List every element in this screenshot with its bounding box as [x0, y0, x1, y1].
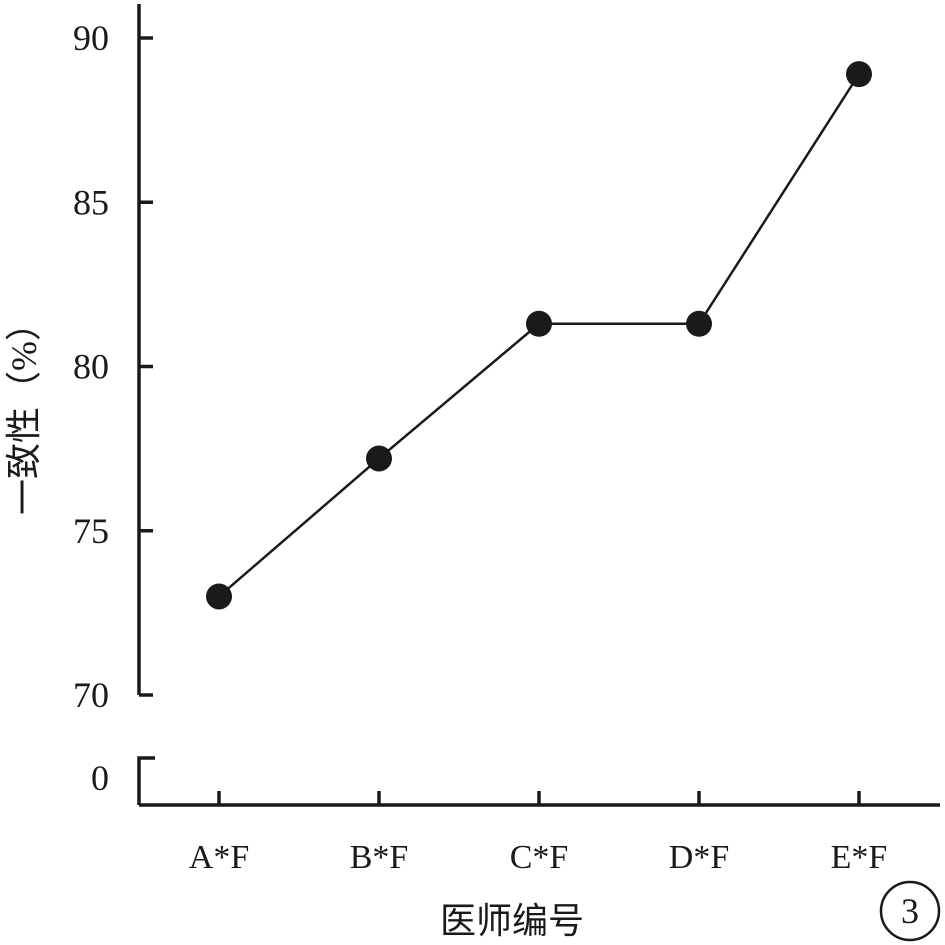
x-tick-label: D*F: [669, 839, 729, 876]
data-point: [366, 445, 392, 472]
y-tick-label-zero: 0: [91, 758, 109, 798]
panel-label-circle: [879, 880, 941, 942]
x-tick-label: C*F: [510, 839, 569, 876]
data-point: [526, 310, 552, 337]
x-tick-label: B*F: [350, 839, 409, 876]
x-tick-label: E*F: [831, 839, 888, 876]
y-axis-title: 一致性（%）: [4, 305, 44, 515]
y-tick-label: 70: [73, 675, 109, 715]
data-point: [206, 583, 232, 610]
data-point: [686, 310, 712, 337]
y-axis-line-lower: [137, 756, 155, 805]
panel-label-text: 3: [901, 891, 919, 931]
x-axis: A*F B*F C*F D*F E*F: [139, 791, 940, 876]
y-axis: 90 85 80 75 70 0: [73, 4, 155, 805]
data-point: [846, 61, 872, 88]
panel-label: 3: [879, 880, 941, 942]
y-tick-label: 90: [73, 18, 109, 58]
y-tick-label: 75: [73, 511, 109, 551]
y-tick-label: 80: [73, 347, 109, 387]
y-tick-label: 85: [73, 182, 109, 222]
x-tick-label: A*F: [189, 839, 249, 876]
series-layer: [206, 61, 872, 610]
x-axis-title: 医师编号: [440, 901, 584, 941]
